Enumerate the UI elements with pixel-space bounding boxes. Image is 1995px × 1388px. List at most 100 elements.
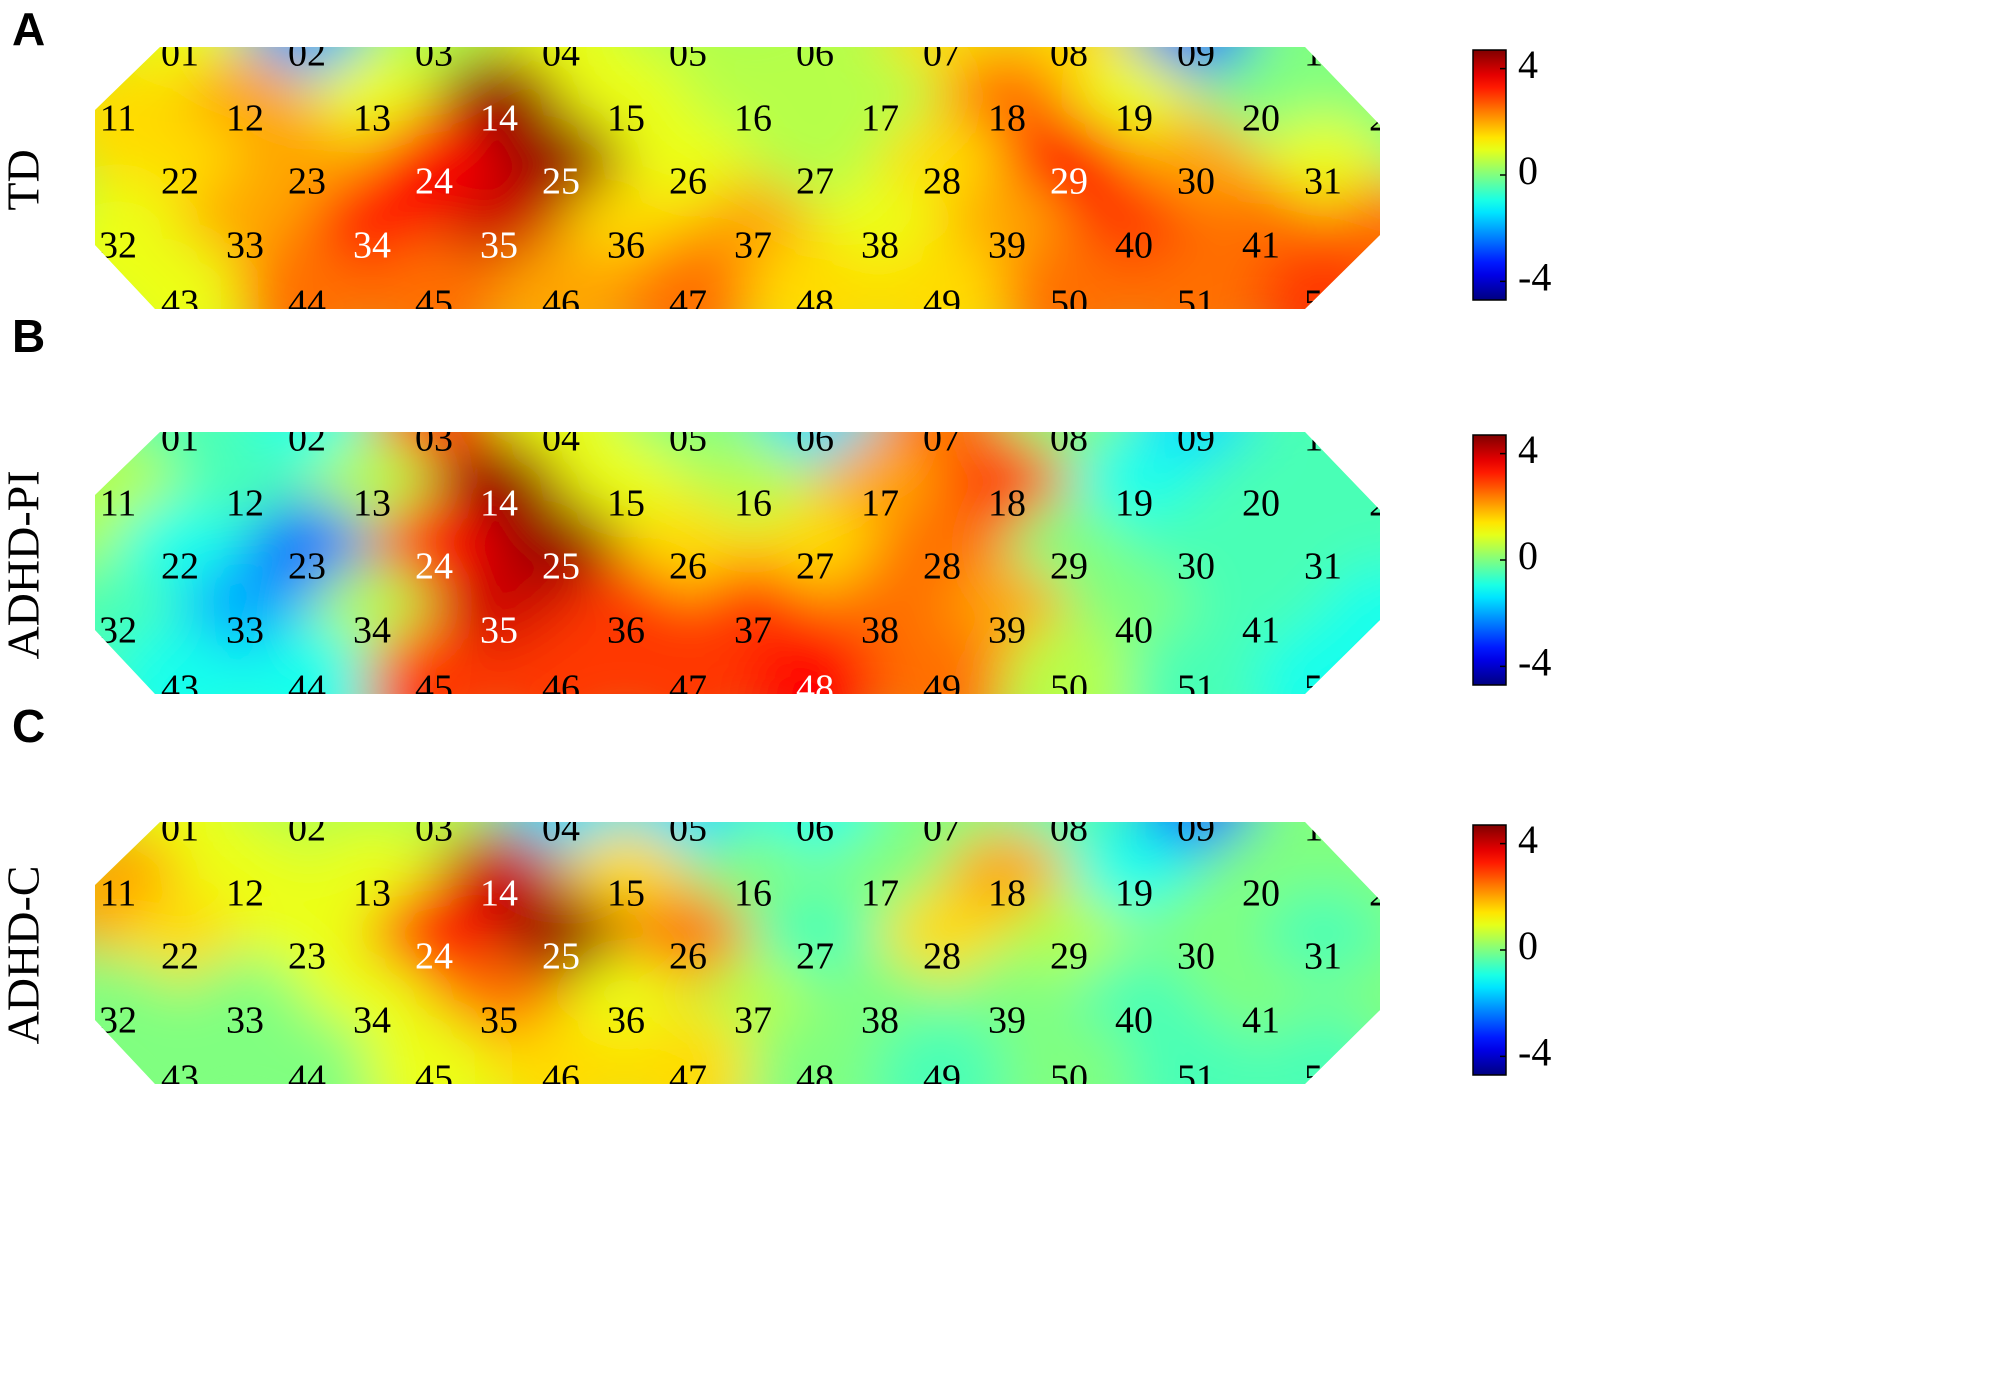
channel-label: 24	[415, 546, 453, 588]
channel-label: 50	[1050, 283, 1088, 325]
channel-heat	[366, 1012, 502, 1084]
channel-heat	[239, 622, 375, 694]
channel-label: 07	[923, 33, 961, 75]
channel-label: 34	[353, 225, 391, 267]
channel-label: 50	[1050, 668, 1088, 710]
channel-label: 17	[861, 873, 899, 915]
channel-label: 37	[734, 1000, 772, 1042]
channel-label: 25	[542, 546, 580, 588]
channel-label: 44	[288, 1058, 326, 1100]
channel-label: 36	[607, 610, 645, 652]
channel-label: 42	[1369, 610, 1407, 652]
channel-label: 40	[1115, 610, 1153, 652]
channel-label: 26	[669, 546, 707, 588]
channel-label: 04	[542, 808, 580, 850]
channel-label: 52	[1304, 1058, 1342, 1100]
channel-label: 32	[99, 1000, 137, 1042]
channel-label: 27	[796, 546, 834, 588]
channel-label: 18	[988, 873, 1026, 915]
channel-heat	[366, 237, 502, 309]
channel-label: 02	[288, 33, 326, 75]
heat-field	[95, 432, 1380, 694]
channel-label: 31	[1304, 936, 1342, 978]
channel-label: 01	[161, 33, 199, 75]
colorbar-tick-label: 0	[1518, 923, 1538, 968]
channel-label: 39	[988, 610, 1026, 652]
channel-label: 29	[1050, 161, 1088, 203]
channel-label: 16	[734, 483, 772, 525]
channel-heat	[874, 622, 1010, 694]
panel-letter: B	[12, 310, 45, 362]
channel-label: 28	[923, 546, 961, 588]
channel-label: 49	[923, 283, 961, 325]
channel-label: 36	[607, 1000, 645, 1042]
channel-label: 43	[161, 1058, 199, 1100]
panel-letter: A	[12, 3, 45, 55]
channel-label: 03	[415, 808, 453, 850]
channel-label: 19	[1115, 483, 1153, 525]
channel-label: 27	[796, 161, 834, 203]
channel-heat	[874, 1012, 1010, 1084]
channel-label: 21	[1369, 873, 1407, 915]
channel-label: 32	[99, 610, 137, 652]
channel-label: 46	[542, 1058, 580, 1100]
channel-label: 42	[1369, 1000, 1407, 1042]
channel-label: 28	[923, 936, 961, 978]
channel-label: 45	[415, 668, 453, 710]
channel-label: 24	[415, 161, 453, 203]
channel-heat	[1001, 1012, 1137, 1084]
channel-label: 46	[542, 283, 580, 325]
panel-letter: C	[12, 700, 45, 752]
channel-label: 33	[226, 610, 264, 652]
channel-label: 23	[288, 161, 326, 203]
channel-label: 19	[1115, 873, 1153, 915]
channel-heat	[747, 622, 883, 694]
channel-heat	[112, 622, 248, 694]
channel-label: 09	[1177, 808, 1215, 850]
channel-label: 26	[669, 936, 707, 978]
colorbar-tick-label: 0	[1518, 533, 1538, 578]
channel-heat	[1128, 622, 1264, 694]
channel-label: 33	[226, 1000, 264, 1042]
channel-label: 52	[1304, 283, 1342, 325]
channel-heat	[620, 622, 756, 694]
channel-label: 37	[734, 610, 772, 652]
topomap: 01 02 03 04 05 06 07 08 09 10 11 12 13 14 15 16 17 18 19 20…	[95, 418, 1407, 710]
channel-label: 14	[480, 98, 518, 140]
channel-label: 21	[1369, 483, 1407, 525]
channel-heat	[747, 1012, 883, 1084]
channel-label: 18	[988, 98, 1026, 140]
channel-label: 41	[1242, 1000, 1280, 1042]
channel-heat	[366, 622, 502, 694]
channel-label: 10	[1304, 808, 1342, 850]
channel-label: 11	[100, 98, 137, 140]
channel-label: 33	[226, 225, 264, 267]
channel-label: 12	[226, 873, 264, 915]
channel-label: 35	[480, 1000, 518, 1042]
channel-label: 10	[1304, 33, 1342, 75]
channel-heat	[239, 237, 375, 309]
channel-label: 29	[1050, 936, 1088, 978]
colorbar-tick-label: -4	[1518, 640, 1551, 685]
channel-label: 49	[923, 1058, 961, 1100]
channel-label: 09	[1177, 418, 1215, 460]
channel-label: 28	[923, 161, 961, 203]
channel-label: 05	[669, 418, 707, 460]
channel-label: 23	[288, 546, 326, 588]
channel-label: 29	[1050, 546, 1088, 588]
heat-field	[95, 822, 1380, 1084]
channel-label: 05	[669, 33, 707, 75]
channel-label: 22	[161, 936, 199, 978]
channel-label: 02	[288, 418, 326, 460]
channel-label: 06	[796, 808, 834, 850]
channel-label: 05	[669, 808, 707, 850]
channel-label: 15	[607, 873, 645, 915]
y-axis-label: TD	[0, 149, 49, 210]
channel-label: 04	[542, 418, 580, 460]
channel-label: 51	[1177, 668, 1215, 710]
colorbar-tick-label: 4	[1518, 42, 1538, 87]
channel-label: 14	[480, 873, 518, 915]
channel-label: 04	[542, 33, 580, 75]
channel-heat	[747, 237, 883, 309]
